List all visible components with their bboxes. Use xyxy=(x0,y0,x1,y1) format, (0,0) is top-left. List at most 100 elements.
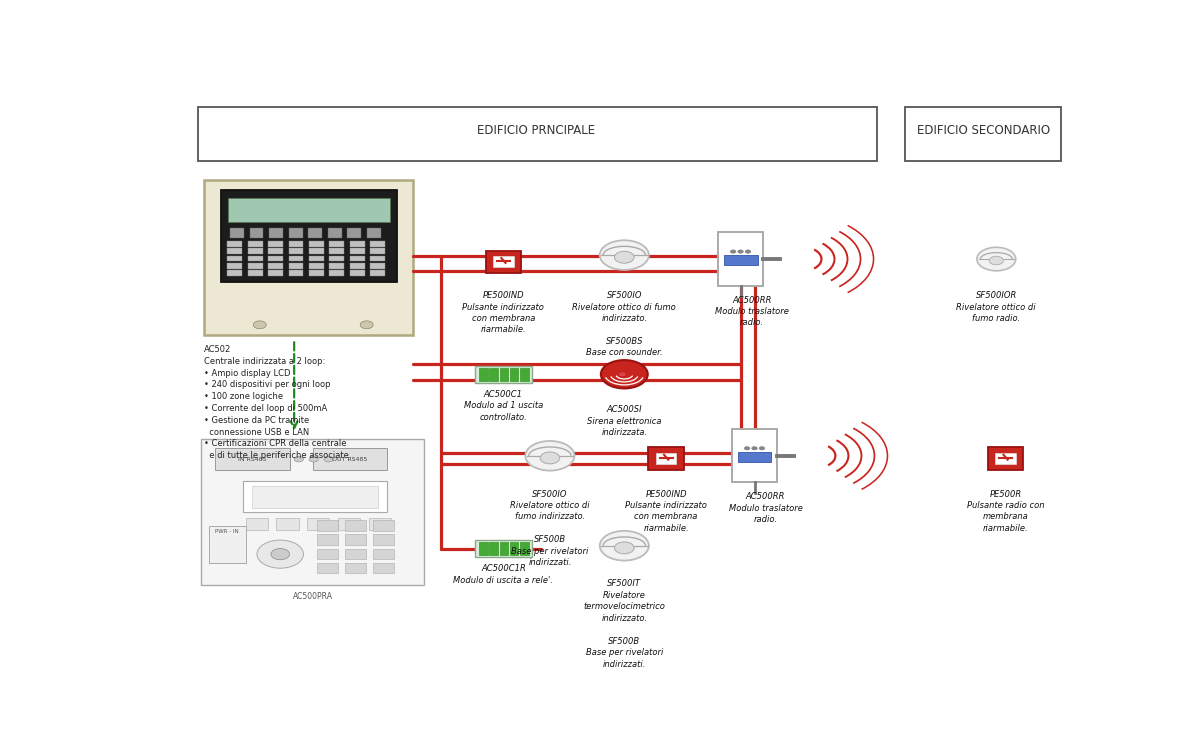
Bar xyxy=(317,520,338,531)
Bar xyxy=(250,228,264,238)
Text: AC500C1R
Modulo di uscita a rele'.: AC500C1R Modulo di uscita a rele'. xyxy=(454,564,553,585)
Text: AC500RR
Modulo traslatore
radio.: AC500RR Modulo traslatore radio. xyxy=(728,492,803,524)
Bar xyxy=(490,542,498,555)
Bar xyxy=(988,447,1024,469)
Circle shape xyxy=(745,250,751,253)
Bar xyxy=(288,263,304,269)
Bar xyxy=(738,451,772,462)
Bar xyxy=(227,263,242,269)
Bar xyxy=(268,241,283,247)
Circle shape xyxy=(540,452,559,464)
Bar xyxy=(520,368,528,380)
Bar xyxy=(268,248,283,254)
Text: PE500IND
Pulsante indirizzato
con membrana
riarmabile.: PE500IND Pulsante indirizzato con membra… xyxy=(462,291,545,334)
Bar xyxy=(317,548,338,558)
Bar xyxy=(247,255,263,261)
Bar xyxy=(288,270,304,276)
Bar xyxy=(338,518,360,530)
Circle shape xyxy=(294,456,304,462)
Bar xyxy=(268,255,283,261)
Bar xyxy=(486,250,521,273)
Bar xyxy=(269,228,283,238)
Bar xyxy=(510,542,518,555)
Bar xyxy=(479,542,487,555)
Circle shape xyxy=(614,542,634,554)
Circle shape xyxy=(989,256,1003,265)
Bar xyxy=(474,540,533,557)
Bar xyxy=(247,241,263,247)
Circle shape xyxy=(253,321,266,328)
Circle shape xyxy=(731,250,736,253)
Bar xyxy=(310,270,324,276)
Bar xyxy=(317,563,338,573)
Bar xyxy=(350,270,365,276)
Bar xyxy=(288,248,304,254)
Bar xyxy=(350,255,365,261)
Bar xyxy=(499,368,508,380)
Bar xyxy=(276,518,299,530)
Bar xyxy=(347,228,361,238)
Circle shape xyxy=(526,441,575,471)
Bar xyxy=(373,548,394,558)
Text: AC500RR
Modulo traslatore
radio.: AC500RR Modulo traslatore radio. xyxy=(715,296,788,328)
Bar xyxy=(995,453,1016,464)
Bar xyxy=(202,439,425,585)
Circle shape xyxy=(600,531,649,561)
Bar xyxy=(346,520,366,531)
Bar xyxy=(198,107,877,161)
Text: AC502
Centrale indirizzata a 2 loop:
• Ampio display LCD
• 240 dispositivi per o: AC502 Centrale indirizzata a 2 loop: • A… xyxy=(204,345,352,460)
Bar xyxy=(317,534,338,545)
Bar xyxy=(247,263,263,269)
Bar xyxy=(268,263,283,269)
Bar xyxy=(373,563,394,573)
Circle shape xyxy=(760,447,764,450)
Bar xyxy=(719,232,763,285)
Circle shape xyxy=(614,251,634,264)
Bar xyxy=(373,534,394,545)
Bar xyxy=(330,248,344,254)
Bar xyxy=(221,191,397,282)
Text: OUT RS485: OUT RS485 xyxy=(332,457,367,462)
Text: PE500IND
Pulsante indirizzato
con membrana
riarmabile.: PE500IND Pulsante indirizzato con membra… xyxy=(625,490,707,533)
Text: AC500C1
Modulo ad 1 uscita
controllato.: AC500C1 Modulo ad 1 uscita controllato. xyxy=(463,390,544,422)
Bar xyxy=(310,248,324,254)
Bar xyxy=(242,481,388,512)
Bar xyxy=(474,366,533,383)
Circle shape xyxy=(271,548,289,560)
Bar xyxy=(328,228,342,238)
Text: SF500IOR
Rivelatore ottico di
fumo radio.: SF500IOR Rivelatore ottico di fumo radio… xyxy=(956,291,1036,323)
Bar xyxy=(346,534,366,545)
Bar xyxy=(905,107,1062,161)
Bar xyxy=(310,241,324,247)
Bar xyxy=(373,520,394,531)
Bar xyxy=(310,255,324,261)
Text: SF500IO
Rivelatore ottico di fumo
indirizzato.

SF500BS
Base con sounder.: SF500IO Rivelatore ottico di fumo indiri… xyxy=(572,291,676,357)
Bar xyxy=(350,263,365,269)
Bar xyxy=(215,448,289,470)
Text: EDIFICIO SECONDARIO: EDIFICIO SECONDARIO xyxy=(917,124,1050,137)
Circle shape xyxy=(360,321,373,328)
Bar xyxy=(247,248,263,254)
Circle shape xyxy=(601,360,648,388)
Bar xyxy=(350,248,365,254)
Bar xyxy=(288,255,304,261)
Bar xyxy=(227,248,242,254)
Bar xyxy=(204,180,413,335)
Text: SF500IO
Rivelatore ottico di
fumo indirizzato.

SF500B
Base per rivelatori
indir: SF500IO Rivelatore ottico di fumo indiri… xyxy=(510,490,589,567)
Bar xyxy=(330,270,344,276)
Bar xyxy=(308,228,322,238)
Bar xyxy=(493,256,514,267)
Bar xyxy=(656,453,677,464)
Bar xyxy=(313,448,388,470)
Circle shape xyxy=(744,447,750,450)
Text: AC500SI
Sirena elettronica
indirizzata.: AC500SI Sirena elettronica indirizzata. xyxy=(587,405,661,437)
Text: EDIFICIO PRNCIPALE: EDIFICIO PRNCIPALE xyxy=(476,124,595,137)
Bar xyxy=(227,270,242,276)
Text: SF500IT
Rivelatore
termovelocimetrico
indirizzato.

SF500B
Base per rivelatori
i: SF500IT Rivelatore termovelocimetrico in… xyxy=(583,580,665,669)
Circle shape xyxy=(751,447,757,450)
Bar xyxy=(350,241,365,247)
Bar xyxy=(346,563,366,573)
Circle shape xyxy=(324,456,334,462)
Bar xyxy=(724,255,757,266)
Text: IN RS485: IN RS485 xyxy=(238,457,266,462)
